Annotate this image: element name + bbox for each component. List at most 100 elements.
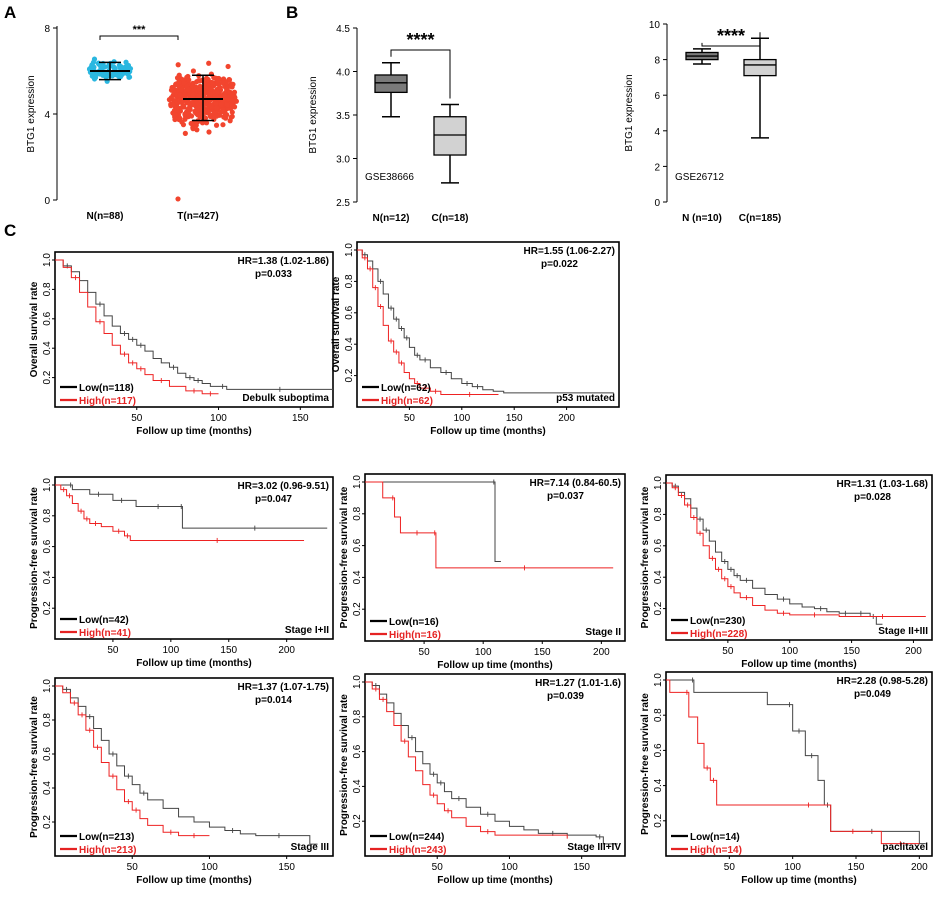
high-survival-curve: [55, 259, 219, 395]
y-axis-label: Progression-free survival rate: [640, 486, 651, 628]
x-tick-label: 50: [131, 413, 143, 424]
x-tick-label: 150: [573, 862, 590, 873]
data-point: [179, 119, 185, 125]
data-point: [227, 118, 233, 124]
y-tick-label: 0.2: [42, 815, 53, 829]
x-tick-label: 200: [905, 646, 922, 657]
low-survival-curve: [357, 249, 614, 394]
hazard-ratio: HR=1.37 (1.07-1.75): [238, 682, 329, 693]
y-tick-label: 0.4: [653, 778, 664, 792]
data-point: [123, 59, 129, 65]
high-survival-curve: [365, 681, 568, 839]
x-category-label: T(n=427): [177, 211, 218, 222]
panel-label-b: B: [286, 3, 298, 22]
y-tick-label: 0.6: [42, 311, 53, 325]
data-point: [189, 93, 196, 99]
data-point: [220, 107, 226, 113]
subgroup-label: Stage I+II: [285, 625, 329, 636]
low-survival-curve: [55, 259, 333, 390]
data-point: [194, 79, 200, 85]
data-point: [229, 98, 236, 104]
x-tick-label: 50: [404, 413, 416, 424]
legend-high-label: High(n=14): [690, 845, 742, 856]
km-plot-c8: 0.2 0.4 0.6 0.8 1.0 50 100 150 200 Follow up time…: [640, 671, 933, 886]
data-point: [166, 97, 173, 103]
box: [743, 58, 777, 77]
y-tick-label: 4.0: [336, 68, 350, 79]
significance-stars: ****: [717, 26, 745, 46]
y-tick-label: 0.2: [352, 602, 363, 616]
hazard-ratio: HR=1.27 (1.01-1.6): [535, 678, 621, 689]
data-point: [180, 103, 186, 109]
p-value: p=0.028: [854, 492, 891, 503]
data-point: [206, 129, 212, 135]
y-tick-label: 1.0: [352, 675, 363, 689]
y-tick-label: 0.6: [352, 538, 363, 552]
y-tick-label: 0: [44, 196, 50, 207]
significance-bracket: [390, 49, 451, 99]
x-tick-label: 200: [911, 862, 928, 873]
km-plot-c1: 0.2 0.4 0.6 0.8 1.0 50 100 150 Follow up time (m…: [29, 251, 334, 437]
p-value: p=0.014: [255, 695, 292, 706]
x-tick-label: 200: [593, 647, 610, 658]
data-point: [224, 86, 230, 93]
subgroup-label: Stage III: [291, 842, 330, 853]
legend-low-label: Low(n=42): [79, 615, 129, 626]
data-point: [230, 81, 236, 87]
x-axis-label: Follow up time (months): [136, 875, 252, 886]
x-tick-label: 100: [784, 862, 801, 873]
box: [433, 116, 467, 156]
y-tick-label: 0: [654, 198, 660, 209]
x-tick-label: 50: [419, 647, 431, 658]
km-plot-c5: 0.2 0.4 0.6 0.8 1.0 50 100 150 200 Follow up time…: [640, 474, 933, 670]
hazard-ratio: HR=7.14 (0.84-60.5): [530, 478, 621, 489]
x-tick-label: 100: [162, 645, 179, 656]
data-point: [185, 73, 191, 80]
data-point: [170, 101, 176, 107]
x-category-label: C(n=185): [739, 213, 782, 224]
data-point: [208, 91, 214, 97]
p-value: p=0.033: [255, 269, 292, 280]
hazard-ratio: HR=1.55 (1.06-2.27): [524, 246, 615, 257]
data-point: [190, 68, 197, 74]
y-tick-label: 0.2: [42, 370, 53, 384]
high-survival-curve: [666, 482, 926, 617]
y-tick-label: 10: [649, 20, 661, 31]
subgroup-label: paclitaxel: [882, 842, 928, 853]
data-point: [213, 101, 219, 107]
km-plot-c2: 0.2 0.4 0.6 0.8 1.0 50 100 150 200 Follow up time…: [331, 241, 620, 437]
y-tick-label: 8: [44, 24, 50, 35]
hazard-ratio: HR=1.31 (1.03-1.68): [837, 479, 928, 490]
legend-high-label: High(n=41): [79, 628, 131, 639]
y-tick-label: 1.0: [42, 679, 53, 693]
y-tick-label: 6: [654, 91, 660, 102]
significance-stars: ****: [406, 30, 434, 50]
y-tick-label: 2.5: [336, 198, 350, 209]
x-category-label: N(n=12): [373, 213, 410, 224]
x-tick-label: 50: [107, 645, 119, 656]
x-tick-label: 150: [843, 646, 860, 657]
panel-label-a: A: [4, 3, 16, 22]
km-plot-c4: 0.2 0.4 0.6 0.8 1.0 50 100 150 200 Follow up time…: [339, 473, 626, 671]
x-tick-label: 50: [127, 862, 139, 873]
data-point: [207, 86, 214, 92]
x-tick-label: 100: [210, 413, 227, 424]
x-axis-label: Follow up time (months): [741, 659, 857, 670]
legend-low-label: Low(n=244): [389, 832, 444, 843]
data-point: [125, 71, 131, 77]
data-point: [182, 111, 188, 117]
plot-frame: [665, 671, 933, 857]
y-tick-label: 0.8: [42, 508, 53, 522]
p-value: p=0.022: [541, 259, 578, 270]
x-axis-label: Follow up time (months): [437, 660, 553, 671]
p-value: p=0.039: [547, 691, 584, 702]
y-tick-label: 0.8: [352, 709, 363, 723]
y-tick-label: 0.6: [344, 305, 355, 319]
data-point: [203, 120, 210, 126]
x-tick-label: 100: [475, 647, 492, 658]
plot-frame: [364, 673, 626, 857]
y-tick-label: 0.4: [42, 341, 53, 355]
y-tick-label: 1.0: [344, 243, 355, 257]
km-plot-c3: 0.2 0.4 0.6 0.8 1.0 50 100 150 200 Follow up time…: [29, 476, 334, 669]
